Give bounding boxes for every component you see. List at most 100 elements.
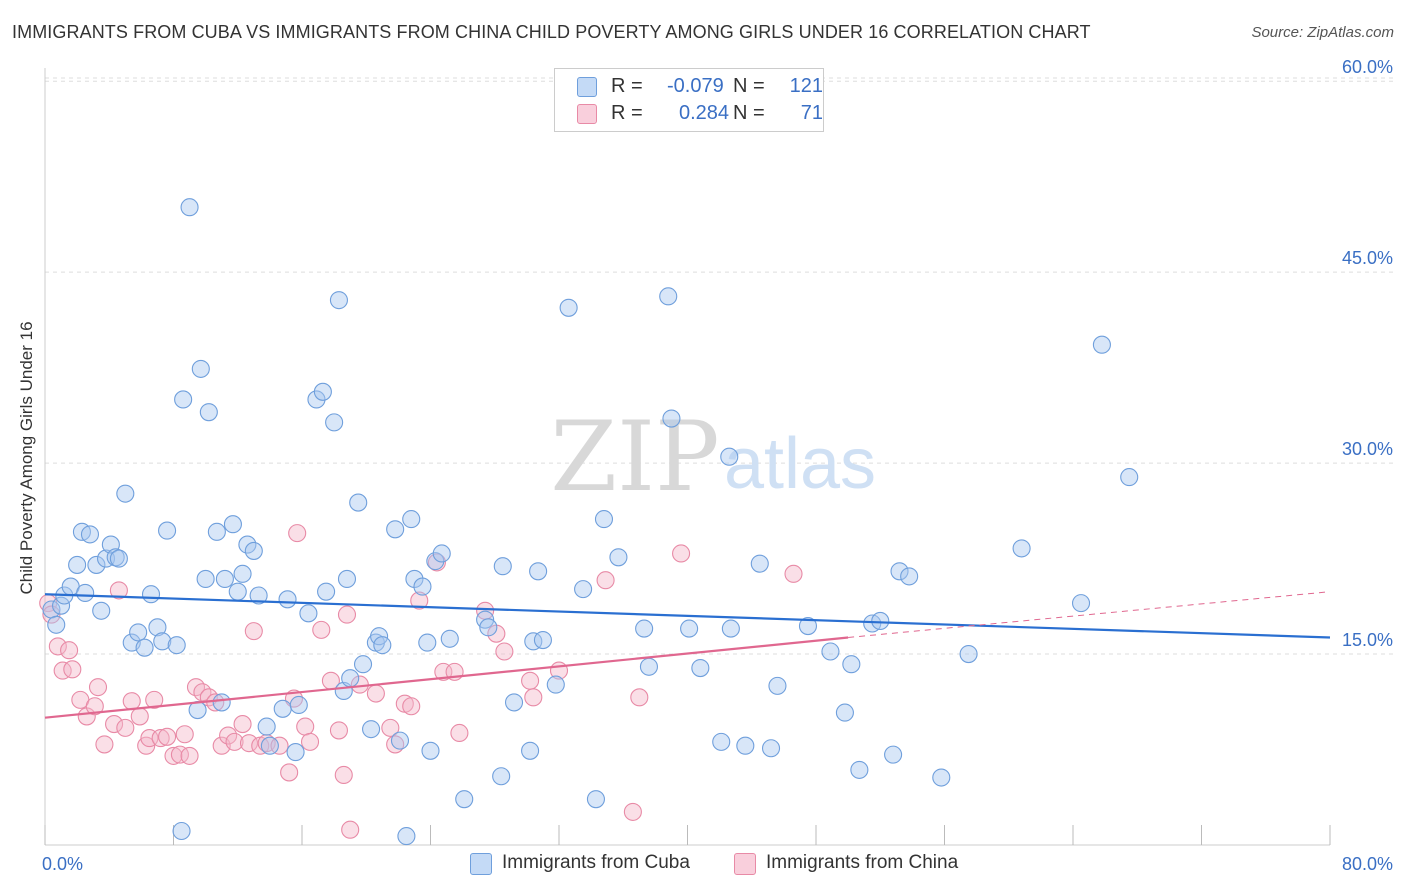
cuba-point bbox=[313, 382, 332, 401]
cuba-point bbox=[890, 562, 909, 581]
china-point bbox=[521, 671, 540, 690]
china-point bbox=[334, 765, 353, 785]
cuba-point bbox=[257, 717, 276, 736]
china-point bbox=[122, 692, 141, 711]
china-point bbox=[672, 544, 691, 563]
china-trend-line bbox=[44, 636, 849, 719]
china-point bbox=[402, 697, 421, 716]
cuba-point bbox=[180, 198, 199, 217]
cuba-point bbox=[47, 615, 66, 634]
china-point bbox=[145, 690, 164, 709]
cuba-point bbox=[199, 403, 218, 422]
cuba-point bbox=[215, 569, 234, 588]
china-point bbox=[366, 684, 385, 703]
cuba-point bbox=[761, 739, 781, 758]
cuba-point bbox=[635, 619, 654, 638]
china-point bbox=[164, 746, 183, 765]
axes bbox=[44, 68, 1331, 846]
china-point bbox=[596, 571, 615, 590]
cuba-point bbox=[493, 557, 512, 576]
cuba-point bbox=[609, 548, 628, 567]
china-point bbox=[105, 715, 124, 734]
china-point bbox=[88, 678, 108, 697]
cuba-point bbox=[174, 390, 193, 409]
china-r-label: R = bbox=[611, 102, 643, 124]
china-point bbox=[116, 718, 135, 737]
china-point bbox=[288, 524, 307, 543]
cuba-point bbox=[842, 655, 861, 674]
cuba-point bbox=[659, 287, 678, 306]
correlation-legend: R = -0.079 N = 121 R = 0.284 N = 71 bbox=[554, 68, 824, 132]
cuba-n-label: N = bbox=[733, 75, 765, 97]
china-point bbox=[300, 732, 320, 751]
cuba-point bbox=[273, 699, 292, 718]
china-point bbox=[53, 661, 72, 680]
x-tick-label-min: 0.0% bbox=[42, 854, 83, 874]
china-point bbox=[337, 605, 357, 624]
cuba-point bbox=[317, 582, 336, 601]
x-tick-label-max: 80.0% bbox=[1342, 854, 1393, 874]
cuba-point bbox=[479, 618, 498, 637]
cuba-point bbox=[80, 525, 100, 544]
china-point bbox=[60, 641, 79, 660]
cuba-point bbox=[390, 731, 410, 750]
china-point bbox=[85, 697, 104, 716]
cuba-point bbox=[455, 790, 474, 809]
cuba-point bbox=[244, 541, 263, 560]
watermark-zip: ZIP bbox=[550, 401, 719, 513]
cuba-point bbox=[1092, 335, 1111, 354]
cuba-point bbox=[325, 413, 344, 432]
cuba-point bbox=[402, 510, 421, 529]
cuba-point bbox=[96, 549, 116, 568]
cuba-point bbox=[129, 623, 148, 642]
cuba-point bbox=[546, 675, 565, 694]
cuba-point bbox=[233, 564, 252, 583]
china-point bbox=[244, 622, 263, 641]
china-n-label: N = bbox=[733, 102, 765, 124]
cuba-point bbox=[850, 760, 869, 779]
cuba-point bbox=[900, 567, 919, 586]
cuba-legend-label: Immigrants from Cuba bbox=[502, 852, 690, 873]
cuba-point bbox=[835, 703, 854, 722]
watermark-atlas: atlas bbox=[724, 424, 876, 504]
china-point bbox=[130, 707, 149, 726]
cuba-point bbox=[87, 555, 106, 574]
cuba-point bbox=[559, 298, 578, 317]
cuba-point bbox=[662, 409, 681, 428]
y-tick-label: 45.0% bbox=[1342, 248, 1393, 268]
cuba-point bbox=[397, 827, 416, 846]
y-tick-label: 30.0% bbox=[1342, 439, 1393, 459]
cuba-point bbox=[521, 741, 540, 760]
cuba-point bbox=[1012, 539, 1031, 558]
cuba-point bbox=[884, 745, 903, 764]
china-point bbox=[341, 820, 360, 839]
cuba-point bbox=[362, 720, 381, 739]
cuba-point bbox=[172, 821, 191, 841]
china-point bbox=[280, 763, 299, 782]
cuba-point bbox=[223, 515, 242, 534]
cuba-swatch bbox=[577, 77, 597, 97]
cuba-point bbox=[529, 562, 548, 581]
china-point bbox=[225, 732, 244, 751]
cuba-point bbox=[109, 549, 128, 568]
cuba-point bbox=[712, 732, 731, 751]
cuba-point bbox=[76, 583, 95, 602]
cuba-point bbox=[212, 693, 231, 712]
y-axis-label: Child Poverty Among Girls Under 16 bbox=[17, 321, 36, 595]
cuba-point bbox=[207, 522, 226, 541]
china-point bbox=[239, 734, 259, 753]
china-point bbox=[109, 581, 128, 600]
cuba-point bbox=[798, 616, 818, 636]
cuba-point bbox=[337, 569, 357, 588]
cuba-point bbox=[691, 659, 710, 678]
cuba-point bbox=[533, 630, 552, 650]
cuba-point bbox=[196, 569, 215, 588]
cuba-point bbox=[1071, 594, 1091, 613]
cuba-point bbox=[158, 521, 177, 540]
china-point bbox=[63, 660, 82, 679]
cuba-point bbox=[329, 291, 348, 310]
cuba-point bbox=[228, 582, 247, 601]
cuba-point bbox=[426, 552, 445, 571]
cuba-point bbox=[249, 586, 268, 605]
cuba-point bbox=[586, 790, 605, 809]
